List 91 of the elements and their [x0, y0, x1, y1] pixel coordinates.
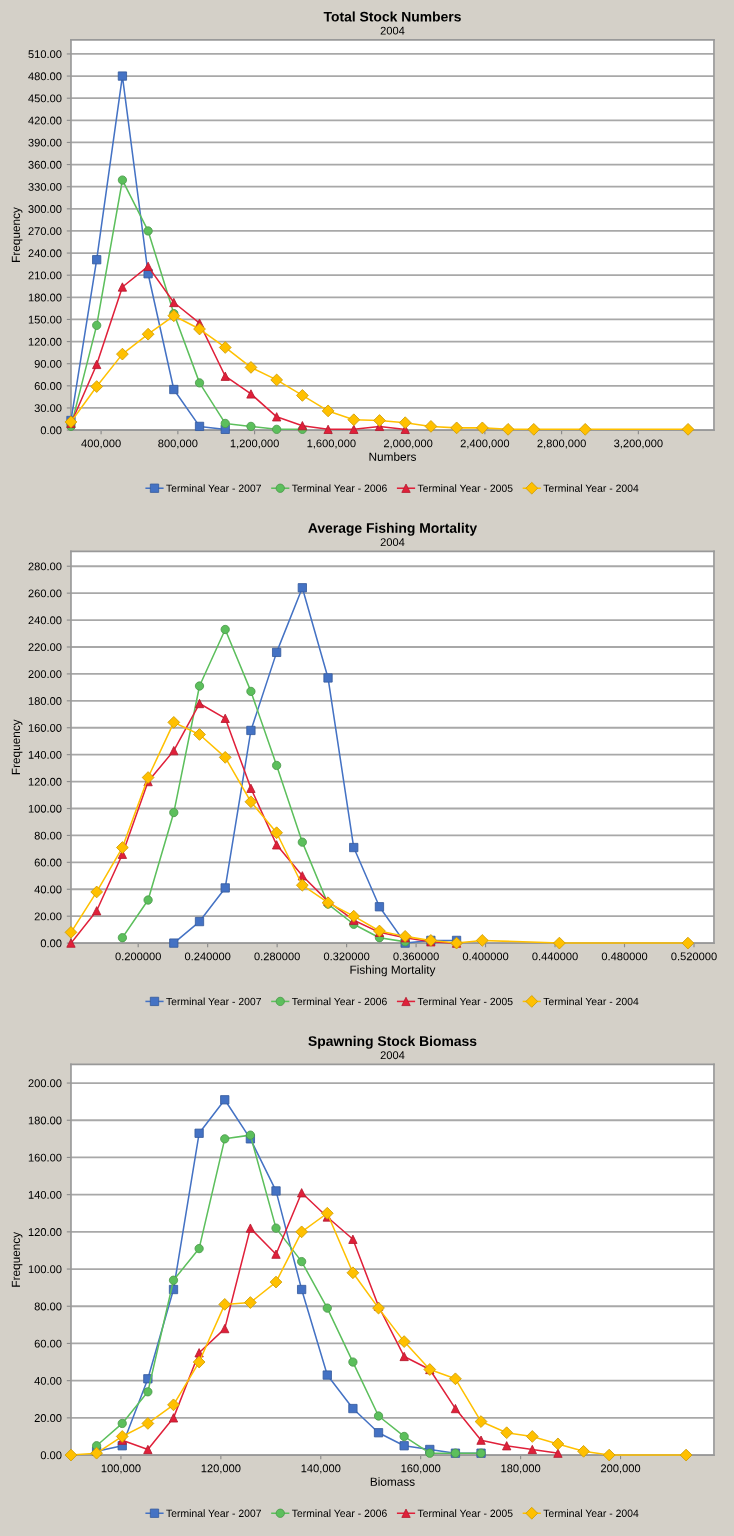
y-tick-label: 0.00 [40, 939, 62, 948]
y-tick-label: 150.00 [28, 315, 62, 324]
y-tick-label: 280.00 [28, 562, 62, 571]
x-axis-title: Biomass [370, 1477, 415, 1486]
x-tick-label: 160,000 [401, 1464, 441, 1474]
x-tick-label: 100,000 [101, 1464, 141, 1474]
y-tick-label: 120.00 [28, 337, 62, 346]
x-tick-label: 0.520000 [671, 952, 717, 961]
x-tick-label: 140,000 [301, 1464, 341, 1474]
y-tick-label: 240.00 [28, 249, 62, 258]
y-tick-label: 160.00 [28, 724, 62, 732]
x-tick-label: 0.240000 [184, 952, 231, 961]
y-tick-label: 200.00 [28, 1079, 62, 1088]
y-axis-title: Frequency [11, 1231, 23, 1287]
y-tick-label: 40.00 [34, 1376, 62, 1385]
y-tick-label: 210.00 [28, 271, 62, 280]
legend-label: Terminal Year - 2006 [291, 1509, 387, 1517]
y-tick-label: 30.00 [34, 404, 62, 413]
chart-subtitle: 2004 [380, 1051, 405, 1060]
y-tick-label: 60.00 [34, 858, 62, 867]
x-tick-label: 200,000 [601, 1464, 641, 1474]
y-tick-label: 60.00 [34, 1339, 62, 1348]
y-tick-label: 20.00 [34, 912, 62, 921]
chart-title: Average Fishing Mortality [308, 522, 478, 536]
legend-label: Terminal Year - 2007 [166, 997, 261, 1006]
y-tick-label: 80.00 [34, 831, 62, 840]
x-tick-label: 1,200,000 [230, 439, 279, 449]
x-tick-label: 2,000,000 [383, 439, 433, 449]
x-tick-label: 0.320000 [323, 952, 370, 961]
legend-label: Terminal Year - 2007 [166, 1509, 261, 1517]
legend-label: Terminal Year - 2005 [417, 997, 513, 1006]
legend-label: Terminal Year - 2007 [166, 484, 261, 492]
y-tick-label: 100.00 [28, 804, 62, 813]
y-axis-title: Frequency [11, 207, 23, 262]
y-tick-label: 40.00 [34, 885, 62, 894]
x-tick-label: 2,400,000 [460, 439, 510, 449]
x-tick-label: 0.480000 [601, 952, 648, 961]
y-tick-label: 160.00 [28, 1153, 62, 1162]
y-tick-label: 420.00 [28, 116, 62, 125]
y-tick-label: 180.00 [28, 697, 62, 705]
y-tick-label: 60.00 [34, 382, 62, 390]
chart-subtitle: 2004 [380, 538, 405, 547]
chart-title: Spawning Stock Biomass [308, 1035, 477, 1049]
y-tick-label: 240.00 [28, 616, 62, 625]
chart-subtitle: 2004 [380, 26, 405, 35]
x-tick-label: 0.360000 [393, 952, 439, 961]
y-tick-label: 140.00 [28, 750, 62, 759]
chart-title: Total Stock Numbers [323, 11, 461, 22]
y-tick-label: 0.00 [40, 426, 62, 435]
y-tick-label: 80.00 [34, 1302, 62, 1311]
y-tick-label: 220.00 [28, 643, 62, 652]
y-tick-label: 90.00 [34, 359, 62, 368]
y-tick-label: 270.00 [28, 227, 62, 236]
legend-label: Terminal Year - 2004 [543, 1509, 639, 1517]
y-tick-label: 450.00 [28, 94, 62, 103]
x-tick-label: 0.200000 [115, 952, 161, 961]
y-tick-label: 390.00 [28, 138, 62, 147]
x-tick-label: 800,000 [158, 439, 198, 449]
y-tick-label: 120.00 [28, 777, 62, 786]
y-tick-label: 260.00 [28, 589, 62, 598]
y-tick-label: 140.00 [28, 1190, 62, 1199]
legend-label: Terminal Year - 2006 [291, 484, 387, 492]
legend-label: Terminal Year - 2004 [543, 484, 639, 492]
x-tick-label: 1,600,000 [307, 439, 356, 449]
y-tick-label: 0.00 [40, 1451, 62, 1460]
x-tick-label: 0.440000 [532, 952, 578, 961]
x-tick-label: 400,000 [81, 439, 121, 449]
x-tick-label: 0.280000 [254, 952, 300, 961]
legend-label: Terminal Year - 2005 [417, 484, 513, 492]
x-tick-label: 2,800,000 [537, 439, 586, 449]
y-tick-label: 510.00 [28, 50, 62, 59]
y-tick-label: 180.00 [28, 1116, 62, 1125]
y-tick-label: 330.00 [28, 182, 62, 191]
x-tick-label: 3,200,000 [614, 439, 663, 449]
y-tick-label: 300.00 [28, 205, 62, 213]
y-tick-label: 200.00 [28, 670, 62, 679]
legend-label: Terminal Year - 2006 [291, 997, 387, 1006]
y-tick-label: 120.00 [28, 1228, 62, 1236]
y-tick-label: 480.00 [28, 72, 62, 81]
legend-label: Terminal Year - 2004 [543, 997, 639, 1006]
y-tick-label: 360.00 [28, 160, 62, 169]
x-tick-label: 0.400000 [462, 952, 509, 961]
x-axis-title: Numbers [369, 452, 416, 461]
y-tick-label: 180.00 [28, 293, 62, 302]
x-tick-label: 180,000 [501, 1464, 541, 1474]
legend-label: Terminal Year - 2005 [417, 1509, 513, 1517]
x-tick-label: 120,000 [201, 1464, 241, 1474]
x-axis-title: Fishing Mortality [350, 965, 436, 977]
y-axis-title: Frequency [11, 719, 23, 775]
y-tick-label: 20.00 [34, 1414, 62, 1422]
y-tick-label: 100.00 [28, 1265, 62, 1274]
